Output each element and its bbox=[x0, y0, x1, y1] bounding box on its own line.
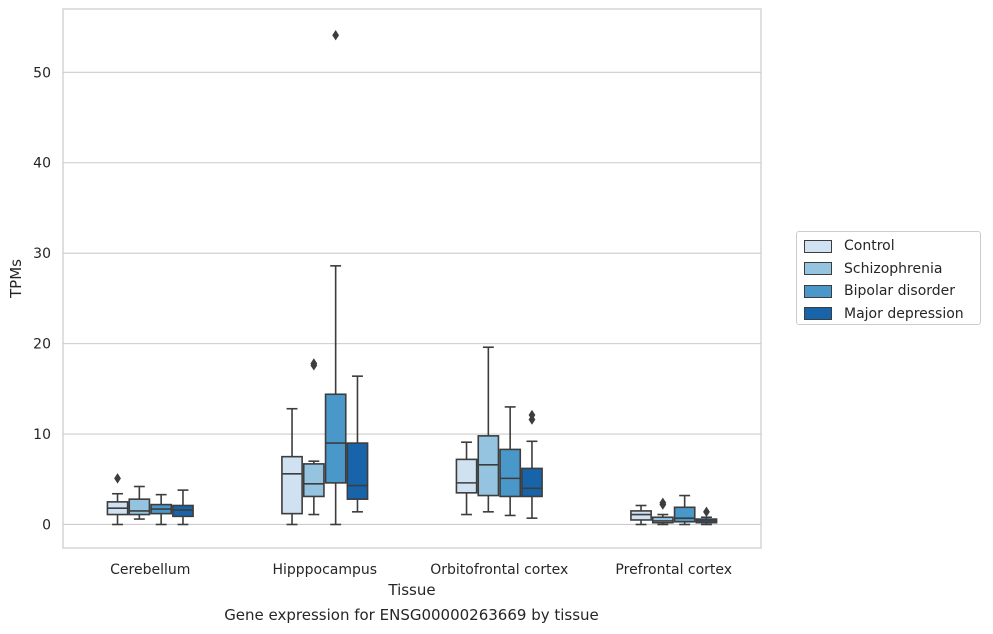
box-0-1 bbox=[128, 485, 151, 520]
y-axis-title: TPMs bbox=[7, 259, 25, 299]
y-tick-label: 20 bbox=[33, 337, 51, 353]
box-3-3 bbox=[695, 506, 718, 526]
box-iqr bbox=[521, 467, 543, 498]
box-2-1 bbox=[477, 346, 500, 513]
plot-frame bbox=[62, 8, 762, 549]
outlier-point bbox=[332, 30, 340, 41]
box-iqr bbox=[651, 516, 674, 524]
legend-label: Control bbox=[844, 238, 895, 255]
box-1-2 bbox=[324, 30, 347, 526]
box-iqr bbox=[499, 448, 522, 498]
box-3-0 bbox=[630, 504, 652, 526]
box-0-3 bbox=[172, 489, 194, 526]
box-iqr bbox=[477, 435, 500, 497]
y-tick-label: 10 bbox=[33, 427, 51, 443]
box-iqr bbox=[324, 393, 347, 484]
x-tick-label: Cerebellum bbox=[110, 562, 190, 578]
x-tick-label: Orbitofrontal cortex bbox=[430, 562, 568, 578]
box-2-2 bbox=[499, 406, 522, 517]
legend-item: Control bbox=[804, 235, 980, 258]
y-tick-label: 50 bbox=[33, 65, 51, 81]
box-iqr bbox=[455, 458, 478, 494]
legend-item: Major depression bbox=[804, 303, 980, 326]
box-1-0 bbox=[281, 407, 303, 526]
outlier-point bbox=[659, 497, 667, 508]
box-iqr bbox=[281, 455, 303, 515]
gridlines bbox=[63, 71, 761, 526]
boxes bbox=[106, 30, 718, 526]
tick-labels: 0 10 20 30 40 50 Cerebellum Hipppocampus Orbitof… bbox=[33, 65, 732, 578]
legend-label: Bipolar disorder bbox=[844, 283, 956, 300]
x-tick-label: Hipppocampus bbox=[272, 562, 377, 578]
legend: Control Schizophrenia Bipolar disorder Majo… bbox=[796, 231, 981, 325]
outlier-point bbox=[114, 473, 121, 484]
box-iqr bbox=[346, 442, 369, 500]
outlier-point bbox=[703, 506, 710, 518]
x-tick-label: Prefrontal cortex bbox=[615, 562, 732, 578]
y-tick-label: 30 bbox=[33, 246, 51, 262]
chart-caption: Gene expression for ENSG00000263669 by t… bbox=[224, 606, 599, 624]
box-1-3 bbox=[346, 375, 369, 513]
x-axis-title: Tissue bbox=[387, 581, 435, 599]
box-0-0 bbox=[106, 473, 129, 526]
box-3-2 bbox=[673, 494, 696, 526]
box-iqr bbox=[302, 463, 325, 498]
box-iqr bbox=[172, 504, 194, 518]
legend-swatch bbox=[804, 262, 832, 276]
y-tick-label: 40 bbox=[33, 156, 51, 172]
box-iqr bbox=[128, 498, 151, 516]
box-1-1 bbox=[302, 358, 325, 516]
y-tick-label: 0 bbox=[42, 517, 51, 533]
legend-item: Bipolar disorder bbox=[804, 280, 980, 303]
outlier-point bbox=[310, 358, 318, 369]
box-2-0 bbox=[455, 441, 478, 516]
box-2-3 bbox=[521, 409, 543, 519]
legend-item: Schizophrenia bbox=[804, 258, 980, 281]
legend-label: Major depression bbox=[844, 305, 964, 322]
legend-swatch bbox=[804, 239, 832, 253]
legend-label: Schizophrenia bbox=[844, 260, 943, 277]
box-iqr bbox=[630, 510, 652, 521]
legend-swatch bbox=[804, 284, 832, 298]
box-iqr bbox=[673, 506, 696, 523]
box-0-2 bbox=[150, 493, 173, 526]
box-3-1 bbox=[651, 497, 674, 526]
outlier-point bbox=[528, 409, 536, 421]
legend-swatch bbox=[804, 307, 832, 321]
